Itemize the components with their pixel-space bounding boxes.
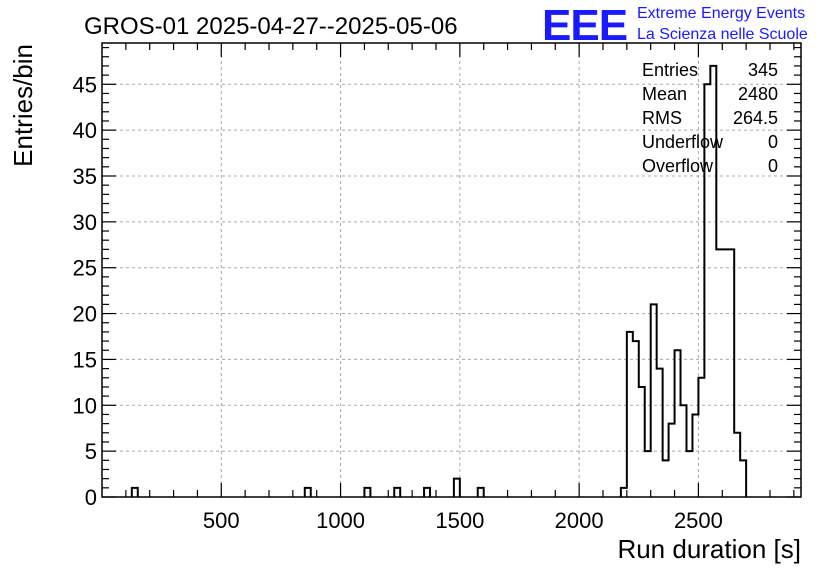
y-tick-labels: 0 5 10 15 20 25 30 35 40 45 xyxy=(73,72,97,510)
histogram-bin-11 xyxy=(645,451,651,497)
histogram-bin-15 xyxy=(669,424,675,497)
y-tick-label: 10 xyxy=(73,393,97,418)
histogram-bin-9 xyxy=(633,341,639,497)
stats-label: Underflow xyxy=(642,132,724,152)
logo-mark: EEE xyxy=(542,1,627,50)
histogram-bin-13 xyxy=(657,369,663,497)
histogram-bin-10 xyxy=(639,387,645,497)
stats-value: 264.5 xyxy=(733,108,778,128)
histogram-bin-22 xyxy=(710,66,716,497)
histogram-bin-17 xyxy=(681,405,687,497)
stats-box: Entries 345 Mean 2480 RMS 264.5 Underflow 0 Over… xyxy=(642,60,778,176)
logo-line-1: Extreme Energy Events xyxy=(637,5,805,22)
y-tick-label: 0 xyxy=(85,485,97,510)
stats-label: Overflow xyxy=(642,156,714,176)
plot-frame xyxy=(101,42,802,498)
x-tick-label: 2500 xyxy=(674,508,723,533)
stats-value: 2480 xyxy=(738,84,778,104)
chart-title: GROS-01 2025-04-27--2025-05-06 xyxy=(84,13,458,40)
histogram-bin-8 xyxy=(627,332,633,497)
y-tick-label: 20 xyxy=(73,302,97,327)
y-tick-label: 35 xyxy=(73,164,97,189)
histogram-bin-24 xyxy=(722,249,728,497)
y-tick-label: 40 xyxy=(73,118,97,143)
histogram-bin-18 xyxy=(686,451,692,497)
histogram-bin-0 xyxy=(132,488,138,497)
stats-label: Mean xyxy=(642,84,687,104)
histogram-bin-1 xyxy=(305,488,311,497)
histogram-bin-2 xyxy=(364,488,370,497)
histogram-bin-27 xyxy=(740,460,746,497)
x-tick-label: 2000 xyxy=(555,508,604,533)
histogram-bin-26 xyxy=(734,433,740,497)
histogram-bin-12 xyxy=(651,304,657,497)
histogram xyxy=(130,64,748,497)
x-tick-labels: 500 1000 1500 2000 2500 xyxy=(203,508,723,533)
x-tick-label: 500 xyxy=(203,508,240,533)
axis-ticks xyxy=(102,43,801,498)
histogram-bin-3 xyxy=(394,488,400,497)
histogram-bin-25 xyxy=(728,249,734,497)
stats-value: 0 xyxy=(768,156,778,176)
x-tick-label: 1000 xyxy=(316,508,365,533)
y-tick-label: 25 xyxy=(73,256,97,281)
histogram-bin-7 xyxy=(621,488,627,497)
histogram-bin-20 xyxy=(698,378,704,497)
y-tick-label: 15 xyxy=(73,347,97,372)
histogram-bin-23 xyxy=(716,249,722,497)
histogram-bin-19 xyxy=(692,414,698,497)
stats-label: Entries xyxy=(642,60,698,80)
y-tick-label: 5 xyxy=(85,439,97,464)
histogram-bin-16 xyxy=(675,350,681,497)
y-tick-label: 30 xyxy=(73,210,97,235)
logo-line-2: La Scienza nelle Scuole xyxy=(637,26,808,43)
histogram-bin-14 xyxy=(663,460,669,497)
histogram-bin-4 xyxy=(424,488,430,497)
stats-value: 0 xyxy=(768,132,778,152)
stats-value: 345 xyxy=(748,60,778,80)
x-tick-label: 1500 xyxy=(435,508,484,533)
y-axis-title: Entries/bin xyxy=(8,44,38,167)
stats-label: RMS xyxy=(642,108,682,128)
histogram-outline xyxy=(130,64,748,497)
histogram-bin-6 xyxy=(478,488,484,497)
eee-logo: EEE Extreme Energy Events La Scienza nel… xyxy=(542,1,808,50)
histogram-bin-5 xyxy=(454,479,460,497)
x-axis-title: Run duration [s] xyxy=(617,534,801,564)
y-tick-label: 45 xyxy=(73,72,97,97)
